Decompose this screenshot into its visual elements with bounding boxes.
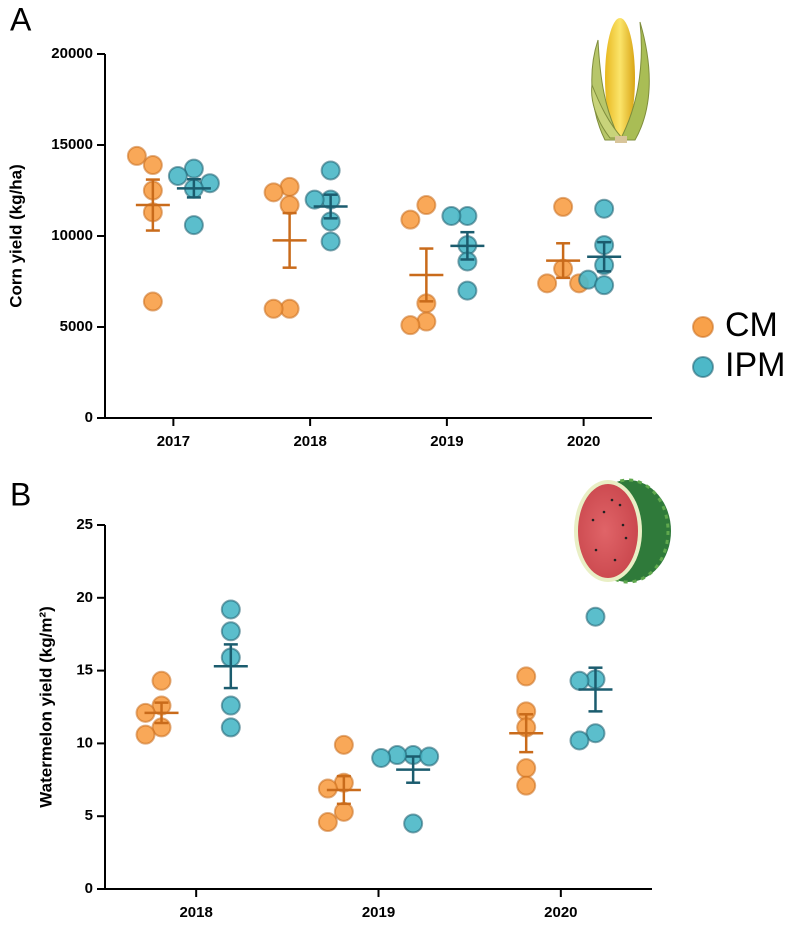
y-tick-label: 5: [85, 807, 93, 824]
y-tick-label: 20000: [51, 45, 93, 62]
x-tick-label: 2017: [157, 433, 190, 450]
y-tick-label: 0: [85, 880, 93, 897]
data-point: [400, 315, 421, 336]
data-point: [142, 155, 163, 176]
data-point: [537, 273, 558, 294]
panel-label: A: [10, 1, 32, 37]
watermelon-illustration: [574, 478, 671, 584]
data-point: [320, 231, 341, 252]
data-point: [371, 747, 392, 768]
data-point: [419, 746, 440, 767]
data-point: [220, 621, 241, 642]
data-point: [304, 189, 325, 210]
data-point: [387, 745, 408, 766]
x-tick-label: 2019: [362, 904, 395, 921]
x-tick-label: 2020: [567, 433, 600, 450]
data-point: [516, 758, 537, 779]
y-tick-label: 10: [76, 734, 93, 751]
data-point: [585, 723, 606, 744]
data-point: [441, 205, 462, 226]
y-tick-label: 20: [76, 589, 93, 606]
data-point: [263, 182, 284, 203]
legend-marker: [692, 356, 714, 378]
data-point: [183, 215, 204, 236]
legend-label: IPM: [725, 346, 785, 384]
data-point: [263, 298, 284, 319]
data-point: [183, 158, 204, 179]
data-point: [569, 670, 590, 691]
y-axis-label: Watermelon yield (kg/m²): [36, 606, 55, 808]
y-axis-label: Corn yield (kg/ha): [6, 164, 25, 308]
data-point: [569, 730, 590, 751]
data-point: [126, 145, 147, 166]
data-point: [317, 778, 338, 799]
data-point: [167, 165, 188, 186]
legend-label: CM: [725, 306, 778, 344]
data-point: [279, 195, 300, 216]
data-point: [585, 606, 606, 627]
legend-marker: [692, 316, 714, 338]
data-point: [553, 196, 574, 217]
data-point: [400, 209, 421, 230]
data-point: [516, 666, 537, 687]
y-tick-label: 15000: [51, 136, 93, 153]
data-point: [594, 275, 615, 296]
data-point: [135, 724, 156, 745]
y-tick-label: 0: [85, 409, 93, 426]
x-tick-label: 2018: [293, 433, 326, 450]
data-point: [317, 812, 338, 833]
data-point: [516, 775, 537, 796]
y-tick-label: 15: [76, 662, 93, 679]
data-point: [416, 195, 437, 216]
x-tick-label: 2019: [430, 433, 463, 450]
y-tick-label: 10000: [51, 227, 93, 244]
data-point: [142, 291, 163, 312]
data-point: [320, 160, 341, 181]
y-tick-label: 5000: [60, 318, 93, 335]
data-point: [220, 599, 241, 620]
x-tick-label: 2020: [544, 904, 577, 921]
data-point: [416, 311, 437, 332]
panel-label: B: [10, 476, 31, 512]
data-point: [457, 280, 478, 301]
data-point: [220, 695, 241, 716]
data-point: [151, 670, 172, 691]
y-tick-label: 25: [76, 516, 93, 533]
data-point: [594, 198, 615, 219]
x-tick-label: 2018: [179, 904, 212, 921]
data-point: [220, 717, 241, 738]
data-point: [333, 734, 354, 755]
data-point: [333, 801, 354, 822]
data-point: [403, 813, 424, 834]
corn-illustration: [591, 18, 650, 143]
